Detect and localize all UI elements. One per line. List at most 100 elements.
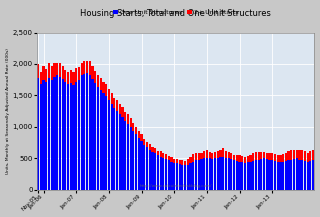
Bar bbox=[266, 153, 268, 159]
Bar bbox=[200, 153, 203, 159]
Bar bbox=[228, 158, 230, 190]
Bar bbox=[100, 90, 102, 190]
Bar bbox=[192, 154, 194, 161]
Bar bbox=[276, 161, 279, 190]
Bar bbox=[116, 100, 118, 110]
Bar bbox=[181, 160, 183, 165]
Bar bbox=[162, 153, 164, 158]
Bar bbox=[206, 150, 208, 158]
Bar bbox=[45, 82, 47, 190]
Bar bbox=[241, 156, 244, 162]
Bar bbox=[176, 163, 178, 190]
Bar bbox=[135, 127, 137, 135]
Bar bbox=[211, 153, 213, 159]
Bar bbox=[236, 155, 238, 161]
Bar bbox=[113, 98, 116, 108]
Bar bbox=[209, 152, 211, 158]
Bar bbox=[271, 153, 273, 160]
Bar bbox=[146, 142, 148, 147]
Bar bbox=[110, 93, 113, 104]
Bar bbox=[238, 155, 241, 161]
Bar bbox=[282, 161, 284, 190]
Bar bbox=[130, 118, 132, 127]
Bar bbox=[140, 135, 143, 141]
Bar bbox=[271, 160, 273, 190]
Bar bbox=[260, 159, 262, 190]
Bar bbox=[108, 100, 110, 190]
Bar bbox=[64, 82, 67, 190]
Bar bbox=[89, 61, 91, 75]
Bar bbox=[70, 70, 72, 83]
Bar bbox=[121, 117, 124, 190]
Bar bbox=[92, 66, 94, 79]
Bar bbox=[252, 153, 254, 161]
Bar bbox=[217, 158, 219, 190]
Bar bbox=[61, 79, 64, 190]
Bar bbox=[51, 66, 53, 80]
Bar bbox=[132, 123, 134, 131]
Bar bbox=[279, 155, 282, 162]
Bar bbox=[304, 161, 306, 190]
Bar bbox=[89, 75, 91, 190]
Bar bbox=[43, 80, 45, 190]
Bar bbox=[43, 66, 45, 80]
Bar bbox=[244, 157, 246, 163]
Bar bbox=[203, 158, 205, 190]
Bar bbox=[217, 151, 219, 158]
Bar bbox=[105, 96, 107, 190]
Bar bbox=[282, 154, 284, 161]
Bar bbox=[86, 61, 88, 73]
Bar bbox=[116, 110, 118, 190]
Bar bbox=[72, 72, 75, 85]
Bar bbox=[301, 150, 303, 160]
Bar bbox=[198, 153, 200, 160]
Bar bbox=[179, 164, 181, 190]
Bar bbox=[135, 135, 137, 190]
Bar bbox=[81, 75, 83, 190]
Bar bbox=[247, 156, 249, 162]
Bar bbox=[100, 79, 102, 90]
Bar bbox=[279, 162, 282, 190]
Bar bbox=[143, 139, 145, 145]
Bar bbox=[274, 161, 276, 190]
Bar bbox=[195, 153, 197, 160]
Bar bbox=[149, 150, 151, 190]
Bar bbox=[290, 150, 292, 160]
Bar bbox=[298, 160, 300, 190]
Legend: One Unit Structures, 2+ Unit Starts: One Unit Structures, 2+ Unit Starts bbox=[110, 7, 241, 18]
Bar bbox=[113, 108, 116, 190]
Bar bbox=[78, 67, 80, 80]
Bar bbox=[184, 165, 186, 190]
Bar bbox=[263, 152, 265, 158]
Bar bbox=[211, 159, 213, 190]
Bar bbox=[86, 73, 88, 190]
Bar bbox=[238, 161, 241, 190]
Bar bbox=[59, 77, 61, 190]
Bar bbox=[244, 163, 246, 190]
Bar bbox=[130, 127, 132, 190]
Bar bbox=[309, 161, 311, 190]
Bar bbox=[53, 77, 56, 190]
Bar bbox=[40, 72, 42, 84]
Bar bbox=[124, 121, 126, 190]
Bar bbox=[200, 159, 203, 190]
Bar bbox=[94, 83, 96, 190]
Bar bbox=[67, 72, 69, 84]
Bar bbox=[168, 156, 170, 160]
Bar bbox=[165, 159, 167, 190]
Bar bbox=[214, 158, 216, 190]
Bar bbox=[260, 152, 262, 159]
Bar bbox=[195, 160, 197, 190]
Bar bbox=[285, 153, 287, 161]
Bar bbox=[94, 71, 96, 83]
Bar bbox=[146, 147, 148, 190]
Bar bbox=[203, 151, 205, 158]
Bar bbox=[241, 162, 244, 190]
Bar bbox=[296, 158, 298, 190]
Bar bbox=[236, 161, 238, 190]
Bar bbox=[230, 153, 233, 159]
Bar bbox=[198, 160, 200, 190]
Bar bbox=[56, 63, 58, 75]
Bar bbox=[266, 159, 268, 190]
Bar bbox=[59, 63, 61, 77]
